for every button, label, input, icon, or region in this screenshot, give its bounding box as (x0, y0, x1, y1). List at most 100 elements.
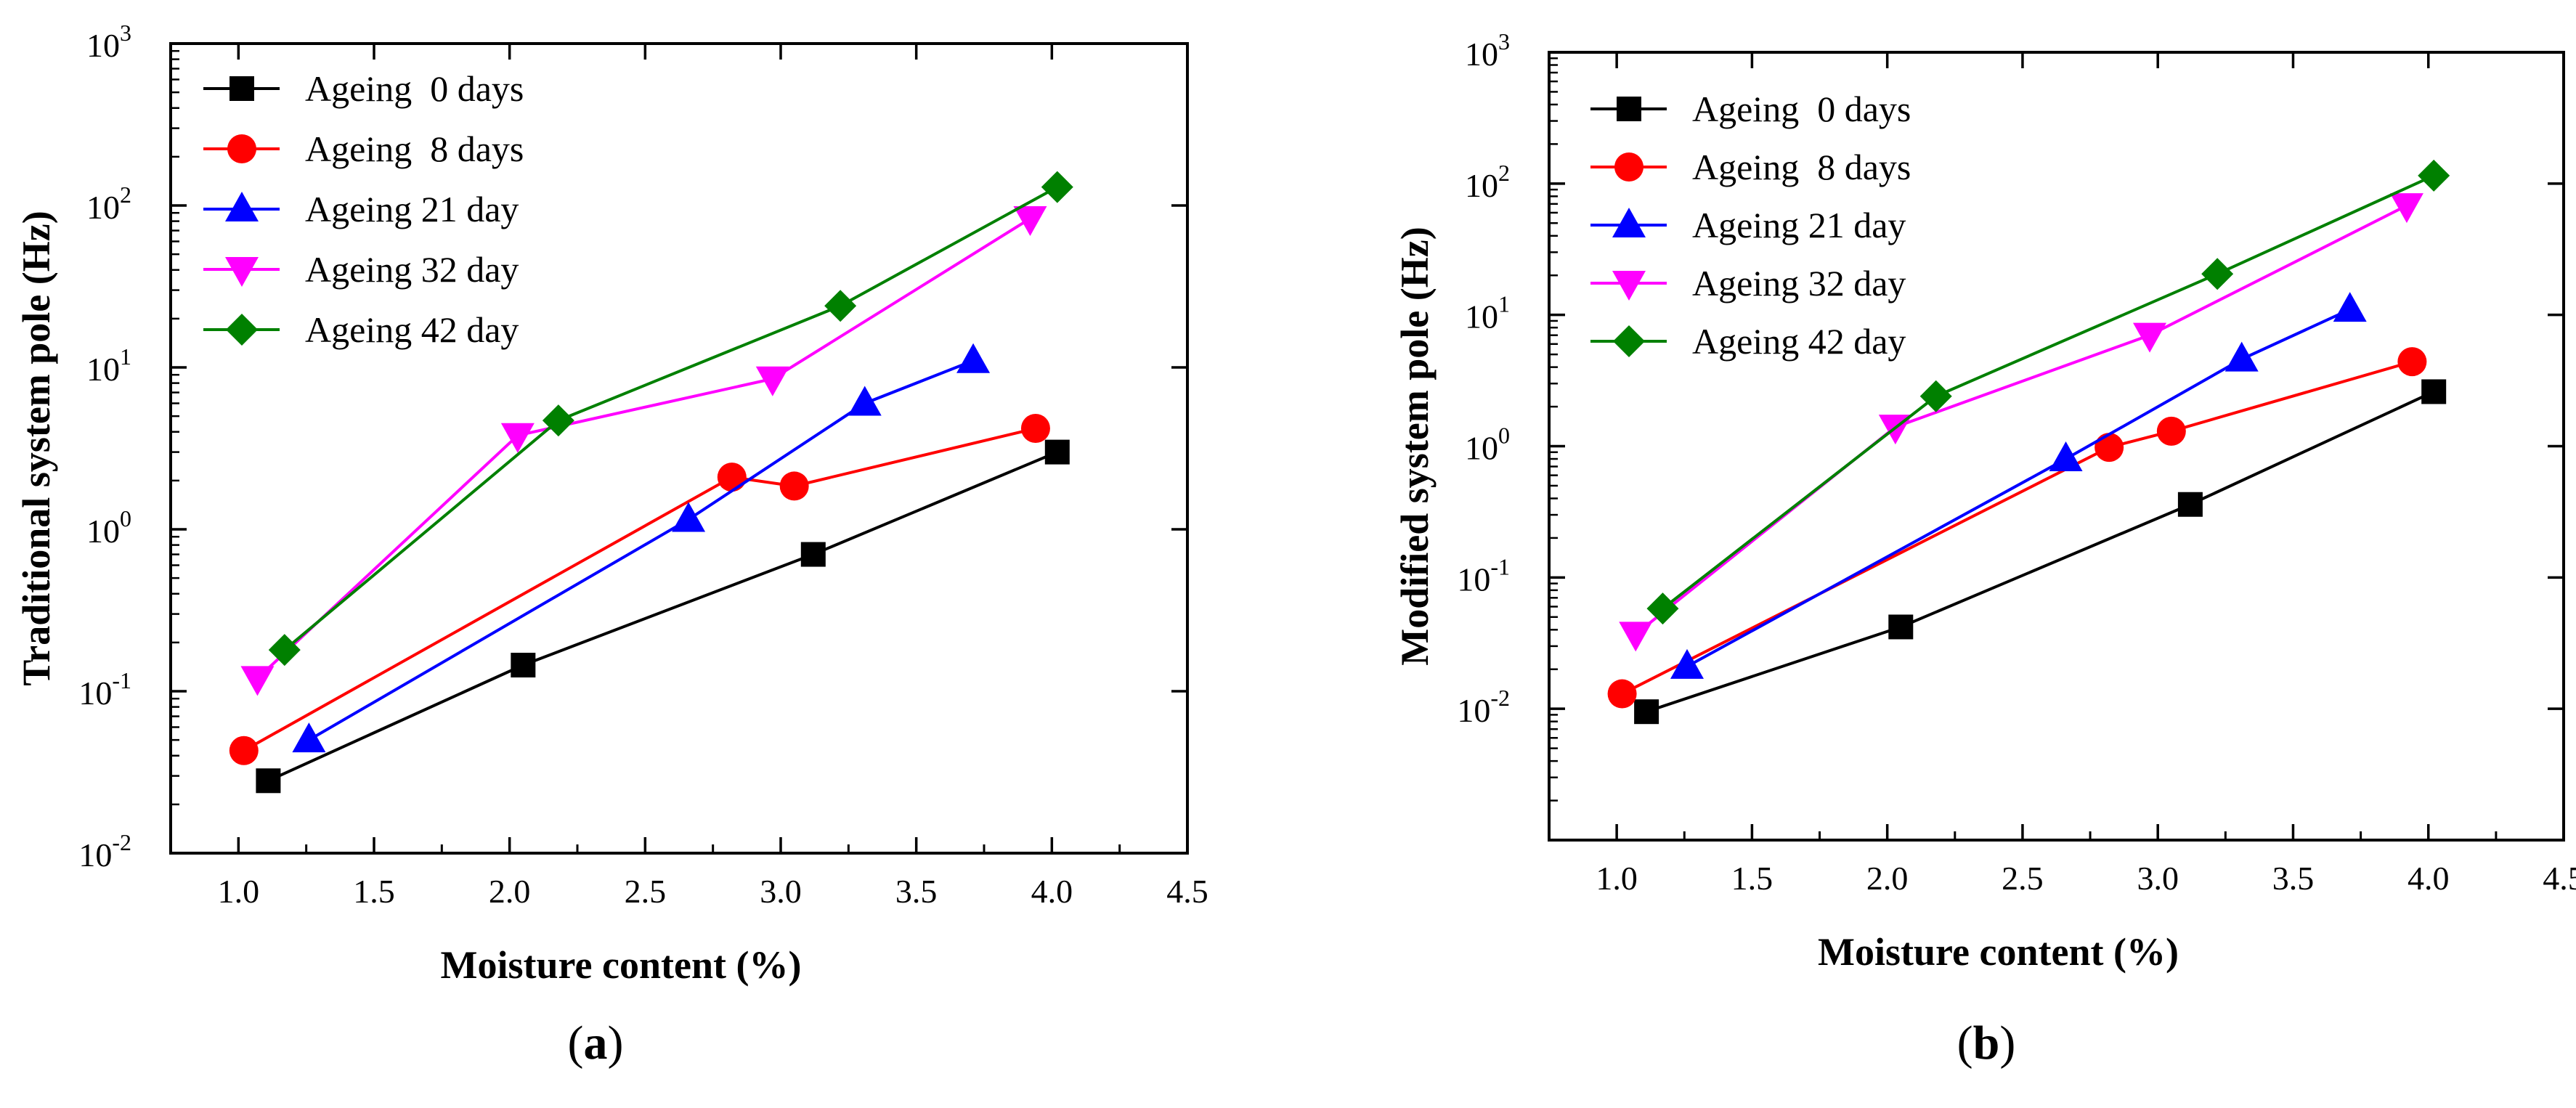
data-point (500, 423, 535, 453)
series-line (1686, 308, 2351, 668)
x-tick-label: 1.5 (1731, 860, 1773, 897)
data-point (292, 722, 326, 753)
legend-marker (1617, 97, 1641, 121)
x-tick-label: 1.0 (218, 873, 260, 910)
data-point (717, 463, 747, 492)
data-point (1888, 614, 1914, 640)
y-tick-base: 10 (1465, 298, 1498, 335)
legend-entry: Ageing 32 day (1590, 263, 1906, 304)
x-tick-label: 4.0 (2408, 860, 2450, 897)
series-2 (1607, 347, 2427, 709)
data-point (1607, 679, 1637, 709)
legend-label: Ageing 21 day (1692, 205, 1906, 245)
x-axis-title: Moisture content (%) (1818, 930, 2179, 974)
legend-entry: Ageing 0 days (203, 68, 524, 109)
data-point (2333, 292, 2367, 322)
legend-marker (1612, 271, 1646, 301)
x-tick-label: 4.0 (1031, 873, 1073, 910)
y-tick-exponent: 3 (120, 20, 131, 46)
series-4 (240, 206, 1047, 696)
data-point (2094, 433, 2124, 463)
series-line (1646, 390, 2435, 714)
y-tick-label: 102 (86, 182, 131, 226)
data-point (800, 542, 826, 567)
series-4 (1619, 193, 2423, 652)
y-tick-base: 10 (1457, 561, 1490, 598)
y-tick-exponent: 1 (120, 343, 131, 370)
y-tick-base: 10 (1457, 692, 1490, 729)
y-tick-exponent: 0 (120, 505, 131, 531)
series-line (1634, 204, 2408, 635)
data-point (779, 471, 809, 501)
series-2 (229, 414, 1050, 765)
data-point (256, 768, 281, 794)
legend-label: Ageing 42 day (305, 309, 519, 350)
data-point (755, 366, 789, 396)
y-tick-label: 102 (1465, 160, 1510, 204)
legend-marker (226, 314, 258, 346)
data-point (824, 290, 857, 322)
y-tick-base: 10 (86, 189, 120, 226)
y-tick-base: 10 (1465, 36, 1498, 73)
legend-entry: Ageing 21 day (203, 189, 519, 229)
y-tick-base: 10 (86, 351, 120, 388)
y-tick-label: 101 (1465, 291, 1510, 335)
data-point (1013, 206, 1047, 237)
y-tick-base: 10 (86, 27, 120, 64)
x-tick-label: 2.0 (1866, 860, 1909, 897)
y-tick-exponent: 0 (1498, 423, 1510, 449)
series-5 (1646, 159, 2450, 625)
legend-marker (1613, 325, 1645, 357)
data-point (2133, 322, 2167, 353)
y-tick-base: 10 (78, 836, 112, 873)
legend-label: Ageing 42 day (1692, 321, 1906, 362)
legend-marker (227, 134, 256, 163)
legend-label: Ageing 8 days (305, 129, 524, 169)
panel-a: 1.0 1.5 2.0 2.5 3.0 3.5 4.0 4.510-210-110010110… (15, 20, 1208, 1070)
panel-label-letter: a (584, 1017, 608, 1070)
series-3 (292, 343, 991, 753)
x-tick-label: 2.5 (625, 873, 667, 910)
y-tick-label: 101 (86, 343, 131, 388)
panel-label-paren: ( (1957, 1017, 1973, 1070)
data-point (2397, 347, 2427, 377)
data-point (1634, 699, 1659, 725)
y-axis-title: Modified system pole (Hz) (1393, 227, 1437, 665)
data-point (672, 502, 706, 532)
data-point (2418, 159, 2450, 192)
series-1 (256, 439, 1070, 794)
y-tick-label: 10-2 (78, 829, 131, 873)
data-point (2389, 193, 2423, 224)
data-point (229, 736, 259, 765)
y-tick-label: 103 (1465, 28, 1510, 73)
y-axis-title: Traditional system pole (Hz) (15, 211, 58, 685)
series-line (1621, 360, 2413, 696)
x-tick-label: 3.5 (895, 873, 938, 910)
legend-entry: Ageing 32 day (203, 249, 519, 290)
legend-label: Ageing 32 day (305, 249, 519, 290)
y-tick-base: 10 (78, 675, 112, 712)
data-point (542, 404, 574, 437)
series-line (256, 217, 1031, 680)
x-tick-label: 1.0 (1596, 860, 1638, 897)
panel-b: 1.01.52.02.53.03.54.04.510-210-110010110… (1393, 28, 2576, 1070)
series-line (243, 427, 1036, 752)
x-tick-label: 1.5 (353, 873, 395, 910)
data-point (2224, 341, 2259, 372)
data-point (2156, 416, 2186, 446)
data-point (1646, 592, 1679, 625)
x-tick-label: 4.5 (2543, 860, 2576, 897)
y-tick-label: 100 (1465, 423, 1510, 467)
y-tick-exponent: 2 (120, 182, 131, 208)
legend-label: Ageing 32 day (1692, 263, 1906, 304)
plot-frame (169, 42, 1189, 855)
data-point (1919, 380, 1952, 412)
legend-marker (1614, 152, 1643, 182)
y-tick-exponent: -2 (1490, 685, 1510, 711)
panel-label-letter: b (1973, 1017, 2000, 1070)
x-tick-label: 2.5 (2002, 860, 2044, 897)
series-line (308, 359, 974, 741)
legend-entry: Ageing 42 day (1590, 321, 1906, 362)
x-tick-label: 3.0 (760, 873, 802, 910)
